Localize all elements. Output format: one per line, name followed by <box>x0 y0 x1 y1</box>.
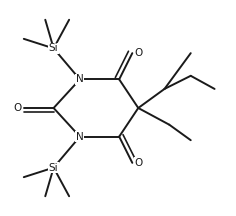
Text: O: O <box>134 48 142 58</box>
Text: N: N <box>76 74 84 84</box>
Text: Si: Si <box>49 43 59 53</box>
Text: O: O <box>134 158 142 168</box>
Text: O: O <box>14 103 22 113</box>
Text: Si: Si <box>49 163 59 173</box>
Text: N: N <box>76 132 84 142</box>
